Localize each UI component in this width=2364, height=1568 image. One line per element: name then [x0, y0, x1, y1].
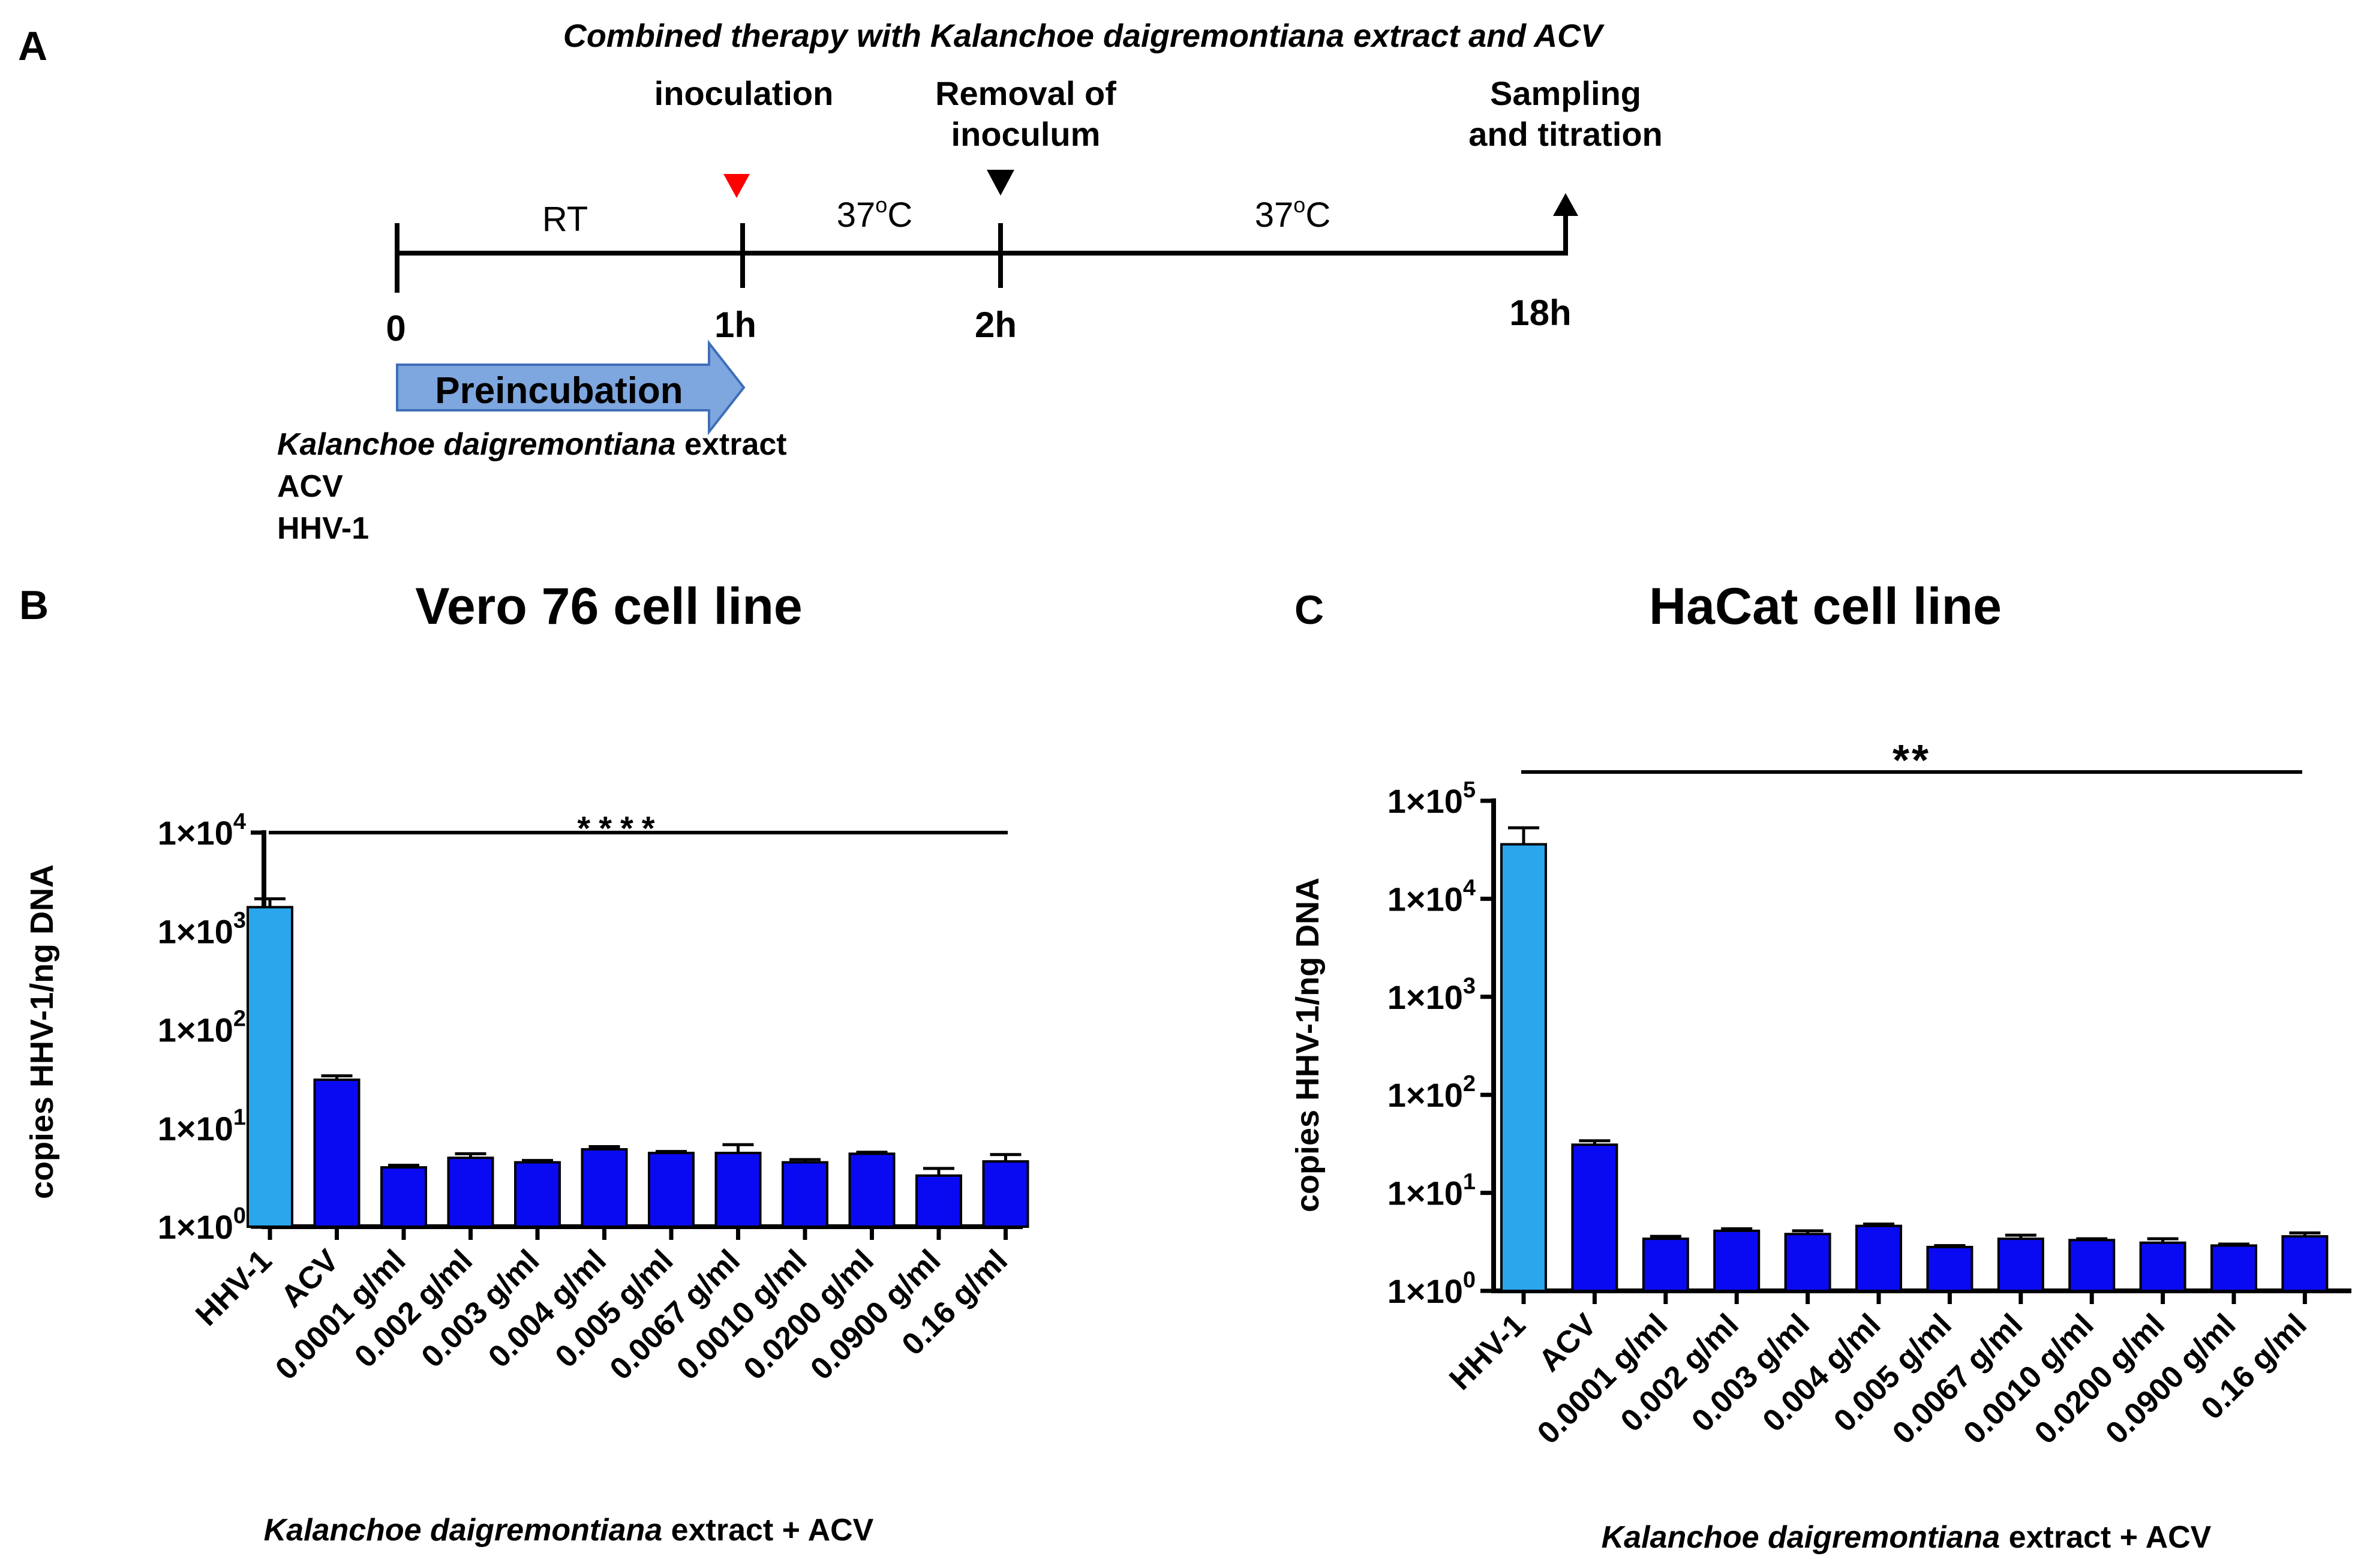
chart-b-bar — [581, 1148, 628, 1228]
reagent-extract: Kalanchoe daigremontiana extract — [277, 427, 787, 462]
chart-b-bar — [648, 1152, 695, 1228]
chart-b-bar — [247, 906, 293, 1228]
chart-c-y-tick-label: 1×100 — [1387, 1267, 1476, 1310]
panel-a: A Combined therapy with Kalanchoe daigre… — [18, 18, 1663, 546]
chart-b-y-tick-label: 1×101 — [158, 1105, 246, 1148]
chart-b-title: Vero 76 cell line — [415, 578, 802, 635]
panel-a-label: A — [18, 23, 47, 69]
chart-b-y-tick-label: 1×103 — [158, 908, 246, 950]
preincubation-label: Preincubation — [435, 370, 683, 411]
sampling-label-line2: and titration — [1468, 115, 1663, 153]
chart-b-bar — [447, 1157, 494, 1228]
panel-b-label: B — [19, 582, 49, 628]
chart-c-y-tick-label: 1×105 — [1387, 777, 1476, 820]
chart-b-bar — [915, 1174, 962, 1228]
tick-label-0: 0 — [386, 308, 405, 349]
inoculation-marker-icon — [723, 174, 750, 198]
chart-c-bar — [1855, 1224, 1902, 1292]
chart-b-plot: 1×1001×1011×1021×1031×104HHV-1ACV0.0001 … — [158, 809, 1029, 1387]
removal-label-line2: inoculum — [951, 115, 1101, 153]
chart-c-bar — [2068, 1239, 2116, 1293]
chart-c-bar — [2281, 1235, 2329, 1292]
chart-c-y-tick-label: 1×101 — [1387, 1170, 1476, 1212]
chart-b-bar — [714, 1152, 762, 1228]
chart-b-y-tick-label: 1×104 — [158, 809, 246, 852]
chart-c-y-tick-label: 1×103 — [1387, 974, 1476, 1016]
chart-c-bar — [2210, 1244, 2257, 1292]
panel-c: C HaCat cell line copies HHV-1/ng DNA 1×… — [1290, 578, 2351, 1555]
chart-b-xlabel: Kalanchoe daigremontiana extract + ACV — [264, 1513, 874, 1548]
chart-b-ylabel: copies HHV-1/ng DNA — [24, 864, 60, 1199]
chart-b-y-tick-label: 1×100 — [158, 1203, 246, 1246]
reagent-hhv: HHV-1 — [277, 511, 369, 546]
tick-label-18h: 18h — [1509, 293, 1571, 333]
inoculation-label: inoculation — [654, 74, 834, 112]
sampling-label-line1: Sampling — [1490, 74, 1641, 112]
panel-c-label: C — [1294, 587, 1324, 633]
panel-b: B Vero 76 cell line copies HHV-1/ng DNA … — [19, 578, 1029, 1548]
reagent-acv: ACV — [277, 469, 343, 504]
chart-b-bar — [982, 1160, 1029, 1228]
chart-c-bar — [2139, 1241, 2186, 1292]
chart-c-bar — [1784, 1233, 1831, 1293]
chart-b-bar — [380, 1166, 427, 1228]
chart-c-bar — [1926, 1245, 1973, 1292]
tick-label-2h: 2h — [975, 305, 1017, 345]
chart-c-category-label: HHV-1 — [1443, 1307, 1532, 1396]
segment-37-first: 37oC — [837, 193, 912, 235]
chart-c-title: HaCat cell line — [1649, 578, 2002, 635]
chart-c-y-tick-label: 1×104 — [1387, 875, 1476, 918]
chart-b-bar — [782, 1161, 828, 1228]
chart-c-bar — [1571, 1143, 1618, 1293]
chart-c-bar — [1500, 843, 1547, 1292]
chart-b-bar — [514, 1161, 561, 1228]
preincubation-arrow-icon — [396, 340, 746, 435]
chart-c-bar — [1997, 1237, 2044, 1292]
chart-b-significance-stars: **** — [577, 809, 663, 847]
segment-37-second: 37oC — [1255, 193, 1330, 235]
removal-marker-icon — [987, 170, 1014, 196]
chart-c-significance-stars: ** — [1893, 737, 1931, 785]
tick-label-1h: 1h — [714, 305, 756, 345]
removal-label-line1: Removal of — [935, 74, 1116, 112]
sampling-arrow-icon — [1553, 193, 1578, 216]
chart-b-bar — [848, 1152, 896, 1228]
chart-b-bar — [313, 1079, 361, 1228]
chart-c-ylabel: copies HHV-1/ng DNA — [1290, 878, 1326, 1212]
chart-c-bar — [1713, 1229, 1761, 1292]
panel-a-title: Combined therapy with Kalanchoe daigremo… — [563, 18, 1605, 54]
chart-c-bar — [1642, 1237, 1689, 1292]
chart-c-xlabel: Kalanchoe daigremontiana extract + ACV — [1602, 1520, 2212, 1555]
chart-c-y-tick-label: 1×102 — [1387, 1071, 1476, 1114]
chart-b-y-tick-label: 1×102 — [158, 1007, 246, 1049]
chart-b-category-label: HHV-1 — [189, 1243, 278, 1332]
segment-rt-label: RT — [542, 200, 588, 239]
